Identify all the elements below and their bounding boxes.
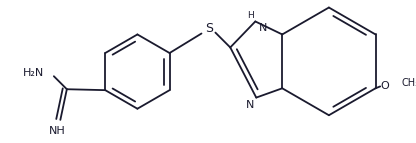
Text: S: S [205,22,213,35]
Text: N: N [259,23,267,33]
Text: CH₃: CH₃ [401,78,416,88]
Text: NH: NH [49,126,66,136]
Text: O: O [381,82,389,91]
Text: H₂N: H₂N [22,67,44,78]
Text: N: N [246,100,255,110]
Text: H: H [247,11,253,20]
